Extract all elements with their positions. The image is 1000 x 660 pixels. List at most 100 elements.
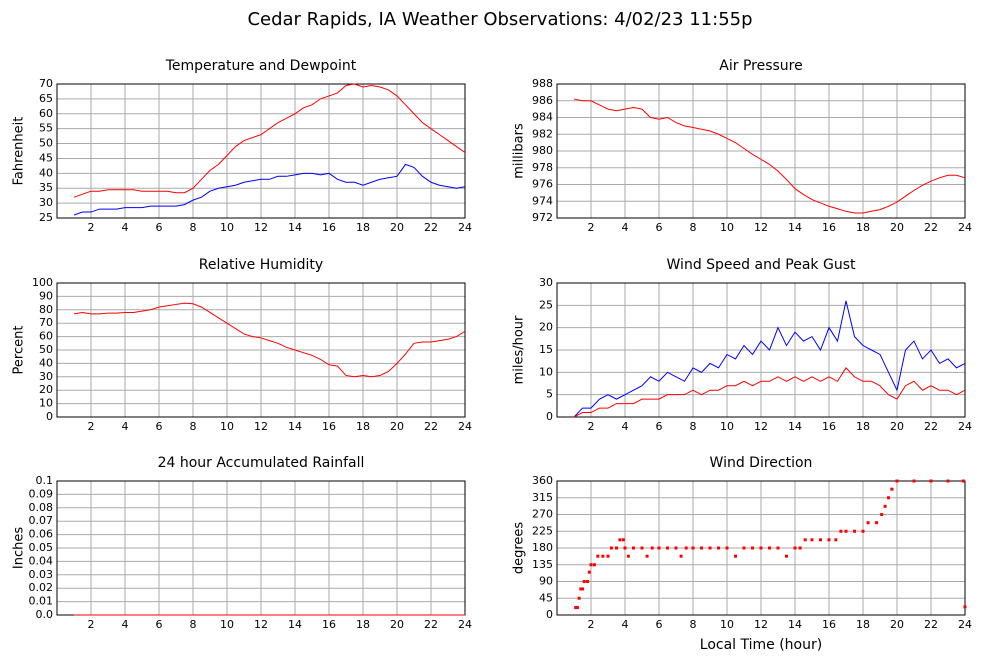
x-tick-label: 8 <box>190 618 197 631</box>
plot-frame <box>556 83 966 219</box>
y-tick-label: 50 <box>39 343 53 356</box>
y-tick-label: 20 <box>39 383 53 396</box>
point <box>827 538 831 542</box>
x-tick-label: 2 <box>88 618 95 631</box>
y-tick-label: 30 <box>39 370 53 383</box>
x-tick-label: 20 <box>390 618 404 631</box>
x-tick-label: 22 <box>924 420 938 433</box>
y-tick-label: 55 <box>39 122 53 135</box>
x-tick-label: 24 <box>458 618 472 631</box>
plot-frame <box>556 480 966 616</box>
y-tick-label: 0 <box>46 410 53 423</box>
x-tick-label: 18 <box>856 618 870 631</box>
point <box>596 554 600 558</box>
x-tick-label: 16 <box>322 420 336 433</box>
x-tick-label: 6 <box>156 221 163 234</box>
y-tick-label: 0.07 <box>29 514 54 527</box>
x-tick-label: 14 <box>288 618 302 631</box>
chart-title: Relative Humidity <box>199 257 323 273</box>
x-tick-label: 4 <box>622 221 629 234</box>
point <box>626 554 630 558</box>
x-tick-label: 18 <box>356 221 370 234</box>
x-tick-label: 24 <box>458 221 472 234</box>
chart-title: Temperature and Dewpoint <box>165 58 357 74</box>
series-line <box>573 367 966 418</box>
point <box>674 546 678 550</box>
y-tick-label: 10 <box>39 397 53 410</box>
y-tick-label: 0 <box>546 608 553 621</box>
x-tick-label: 16 <box>322 221 336 234</box>
point <box>587 570 591 574</box>
x-tick-label: 10 <box>720 420 734 433</box>
point <box>574 606 578 610</box>
point <box>708 546 712 550</box>
y-tick-label: 0.09 <box>29 487 54 500</box>
point <box>581 587 584 591</box>
point <box>887 496 890 500</box>
x-tick-label: 8 <box>690 618 697 631</box>
y-tick-label: 30 <box>539 276 553 289</box>
y-tick-label: 80 <box>39 303 53 316</box>
y-tick-label: 70 <box>39 77 53 90</box>
point <box>657 546 661 550</box>
y-tick-label: 0.0 <box>36 608 54 621</box>
x-tick-label: 4 <box>122 420 129 433</box>
point <box>875 521 879 525</box>
x-tick-label: 14 <box>788 420 802 433</box>
x-tick-label: 16 <box>822 420 836 433</box>
point <box>621 538 625 542</box>
point <box>793 546 797 550</box>
y-tick-label: 90 <box>539 575 553 588</box>
point <box>582 580 586 583</box>
x-tick-label: 2 <box>588 221 595 234</box>
x-tick-label: 22 <box>924 618 938 631</box>
x-tick-label: 18 <box>856 221 870 234</box>
point <box>853 529 856 533</box>
point <box>575 606 579 610</box>
point <box>929 479 933 483</box>
point <box>776 546 780 550</box>
y-axis-label: millibars <box>512 123 527 179</box>
x-tick-label: 8 <box>190 420 197 433</box>
y-tick-label: 270 <box>532 508 553 521</box>
point <box>606 554 610 558</box>
x-tick-label: 10 <box>220 420 234 433</box>
point <box>684 546 688 550</box>
y-tick-label: 90 <box>39 289 53 302</box>
y-axis-label: Fahrenheit <box>12 117 27 186</box>
page-title: Cedar Rapids, IA Weather Observations: 4… <box>247 9 752 30</box>
x-tick-label: 4 <box>122 618 129 631</box>
point <box>666 546 669 550</box>
series-line <box>73 83 466 198</box>
point <box>866 521 870 525</box>
point <box>861 529 865 533</box>
y-tick-label: 0.03 <box>29 568 54 581</box>
x-tick-label: 22 <box>424 420 438 433</box>
y-tick-label: 60 <box>39 330 53 343</box>
y-tick-label: 986 <box>532 94 553 107</box>
plot-frame <box>56 282 466 418</box>
x-tick-label: 6 <box>656 420 663 433</box>
y-tick-label: 35 <box>39 181 53 194</box>
point <box>586 580 590 583</box>
y-tick-label: 40 <box>39 166 53 179</box>
point <box>963 605 967 609</box>
y-tick-label: 100 <box>32 276 53 289</box>
y-tick-label: 45 <box>39 151 53 164</box>
y-tick-label: 5 <box>546 388 553 401</box>
x-tick-label: 16 <box>322 618 336 631</box>
point <box>577 596 581 600</box>
x-tick-label: 10 <box>220 618 234 631</box>
y-tick-label: 70 <box>39 316 53 329</box>
x-tick-label: 24 <box>958 420 972 433</box>
point <box>700 546 703 550</box>
x-tick-label: 8 <box>690 221 697 234</box>
point <box>844 529 848 533</box>
y-axis-label: miles/hour <box>512 315 527 384</box>
x-tick-label: 12 <box>254 420 268 433</box>
x-tick-label: 2 <box>588 420 595 433</box>
y-tick-label: 0.02 <box>29 581 54 594</box>
plot-frame <box>556 282 966 418</box>
chart-title: Wind Speed and Peak Gust <box>667 257 856 273</box>
point <box>632 546 635 550</box>
